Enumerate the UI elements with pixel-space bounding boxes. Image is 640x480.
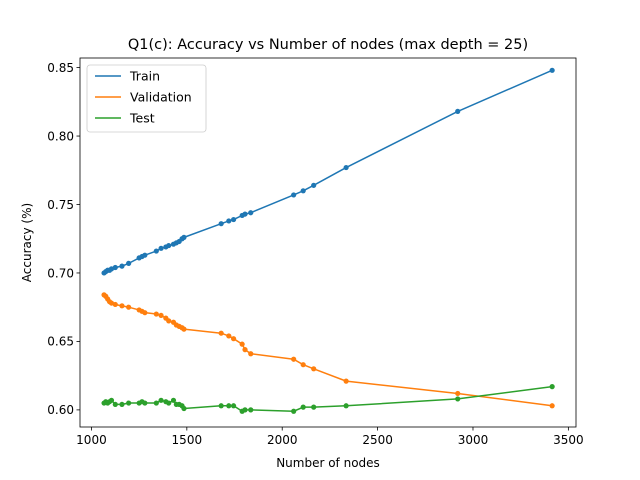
data-point-train xyxy=(158,245,164,251)
data-point-train xyxy=(226,218,232,224)
data-point-test xyxy=(291,408,297,414)
data-point-train xyxy=(119,263,125,269)
data-point-test xyxy=(142,400,148,406)
data-point-test xyxy=(300,404,306,410)
data-point-test xyxy=(230,403,237,409)
legend: Train Validation Test xyxy=(86,64,207,133)
legend-label-test: Test xyxy=(129,111,155,126)
data-point-test xyxy=(242,407,248,413)
x-tick-label: 3500 xyxy=(553,433,584,447)
x-axis-label: Number of nodes xyxy=(276,456,380,470)
x-tick-label: 2500 xyxy=(362,433,393,447)
data-point-validation xyxy=(455,390,461,397)
y-tick-label: 0.85 xyxy=(47,61,74,75)
data-point-validation xyxy=(549,403,555,409)
x-tick-label: 1500 xyxy=(172,433,203,447)
data-point-train xyxy=(248,210,254,216)
data-point-test xyxy=(549,384,555,390)
legend-box xyxy=(86,64,207,133)
data-point-train xyxy=(218,221,224,227)
data-point-test xyxy=(181,405,187,412)
y-tick-label: 0.70 xyxy=(47,266,74,280)
data-point-test xyxy=(248,407,254,413)
data-point-test xyxy=(108,397,115,403)
data-point-validation xyxy=(300,362,306,368)
data-point-test xyxy=(126,400,132,406)
y-tick-label: 0.80 xyxy=(47,129,74,143)
data-point-test xyxy=(226,403,232,409)
data-point-validation xyxy=(230,336,237,342)
data-point-test xyxy=(153,400,159,406)
data-point-train xyxy=(230,216,237,223)
data-point-train xyxy=(549,67,555,73)
data-point-validation xyxy=(242,347,248,353)
data-point-validation xyxy=(112,301,118,308)
data-point-train xyxy=(181,234,187,240)
y-tick-label: 0.75 xyxy=(47,198,74,212)
data-point-test xyxy=(170,397,177,403)
data-point-test xyxy=(218,403,224,409)
data-point-test xyxy=(166,400,172,406)
data-point-test xyxy=(158,397,164,403)
data-point-train xyxy=(242,211,248,217)
data-point-train xyxy=(153,248,159,254)
data-point-train xyxy=(343,164,349,171)
data-point-validation xyxy=(248,351,254,357)
chart-title: Q1(c): Accuracy vs Number of nodes (max … xyxy=(128,37,528,53)
data-point-validation xyxy=(158,312,164,319)
x-tick-label: 3000 xyxy=(458,433,489,447)
data-point-validation xyxy=(239,341,245,347)
data-point-train xyxy=(291,192,297,198)
plot-area xyxy=(101,67,555,414)
y-tick-label: 0.60 xyxy=(47,403,74,417)
data-point-validation xyxy=(218,330,224,336)
data-point-validation xyxy=(153,311,159,317)
data-point-validation xyxy=(311,366,317,372)
data-point-train xyxy=(126,260,132,266)
data-point-test xyxy=(119,401,125,408)
y-axis-label: Accuracy (%) xyxy=(20,203,34,282)
data-point-validation xyxy=(166,318,172,324)
legend-label-validation: Validation xyxy=(130,90,192,105)
data-point-train xyxy=(112,264,118,271)
data-point-validation xyxy=(181,326,187,332)
data-point-test xyxy=(112,401,118,408)
data-point-train xyxy=(455,108,461,114)
data-point-validation xyxy=(119,303,125,309)
data-point-test xyxy=(455,396,461,402)
data-point-test xyxy=(311,404,317,410)
data-point-train xyxy=(300,188,306,194)
y-tick-label: 0.65 xyxy=(47,335,74,349)
data-point-test xyxy=(343,403,349,409)
data-point-train xyxy=(142,252,148,258)
data-point-validation xyxy=(126,304,132,310)
x-tick-label: 2000 xyxy=(267,433,298,447)
axes-frame xyxy=(79,57,577,428)
data-point-validation xyxy=(226,333,232,339)
data-point-train xyxy=(311,182,317,188)
data-point-validation xyxy=(291,356,297,362)
data-point-train xyxy=(166,242,172,249)
legend-label-train: Train xyxy=(129,69,160,84)
data-point-validation xyxy=(142,310,148,316)
axis-ticks: 1000 1500 2000 2500 3000 3500 0.60 0.65 0.70 0.75… xyxy=(47,61,583,447)
x-tick-label: 1000 xyxy=(76,433,107,447)
data-point-validation xyxy=(343,378,349,384)
